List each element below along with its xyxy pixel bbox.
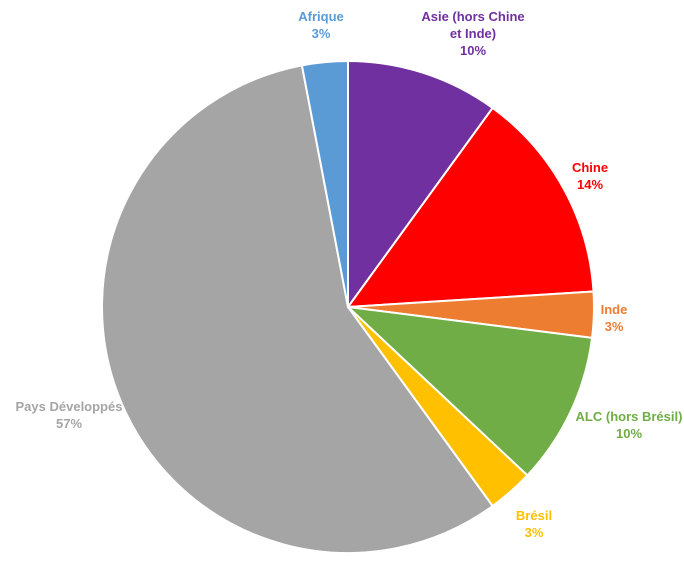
pie-labels: Asie (hors Chine et Inde) 10% Chine 14% Inde 3… bbox=[16, 9, 683, 540]
pie-slice-1 bbox=[347, 60, 494, 308]
slice-category-label: Inde bbox=[601, 302, 628, 317]
pie-slice-2 bbox=[347, 106, 595, 308]
slice-value-label: 3% bbox=[312, 26, 331, 41]
slice-value-label: 10% bbox=[616, 426, 642, 441]
slice-label-5: Brésil 3% bbox=[516, 508, 552, 540]
slice-category-label: Afrique bbox=[298, 9, 344, 24]
slice-label-4: ALC (hors Brésil) 10% bbox=[576, 409, 683, 441]
slice-label-7: Afrique 3% bbox=[298, 9, 344, 41]
slice-category-label: ALC (hors Brésil) bbox=[576, 409, 683, 424]
pie-slices bbox=[101, 60, 595, 554]
slice-category-label: Asie (hors Chine bbox=[421, 9, 524, 24]
slice-value-label: 3% bbox=[605, 319, 624, 334]
slice-label-2: Chine 14% bbox=[572, 160, 608, 192]
pie-slice-6 bbox=[101, 64, 494, 554]
pie-slice-4 bbox=[347, 306, 594, 477]
slice-label-1: Asie (hors Chine et Inde) 10% bbox=[421, 9, 524, 58]
slice-label-6: Pays Développés 57% bbox=[16, 399, 123, 431]
slice-value-label: 10% bbox=[460, 43, 486, 58]
slice-category-label: et Inde) bbox=[450, 26, 496, 41]
slice-value-label: 3% bbox=[525, 525, 544, 540]
pie-slice-7 bbox=[300, 60, 349, 308]
slice-category-label: Pays Développés bbox=[16, 399, 123, 414]
slice-label-3: Inde 3% bbox=[601, 302, 628, 334]
slice-category-label: Brésil bbox=[516, 508, 552, 523]
slice-value-label: 14% bbox=[577, 177, 603, 192]
slice-value-label: 57% bbox=[56, 416, 82, 431]
slice-category-label: Chine bbox=[572, 160, 608, 175]
